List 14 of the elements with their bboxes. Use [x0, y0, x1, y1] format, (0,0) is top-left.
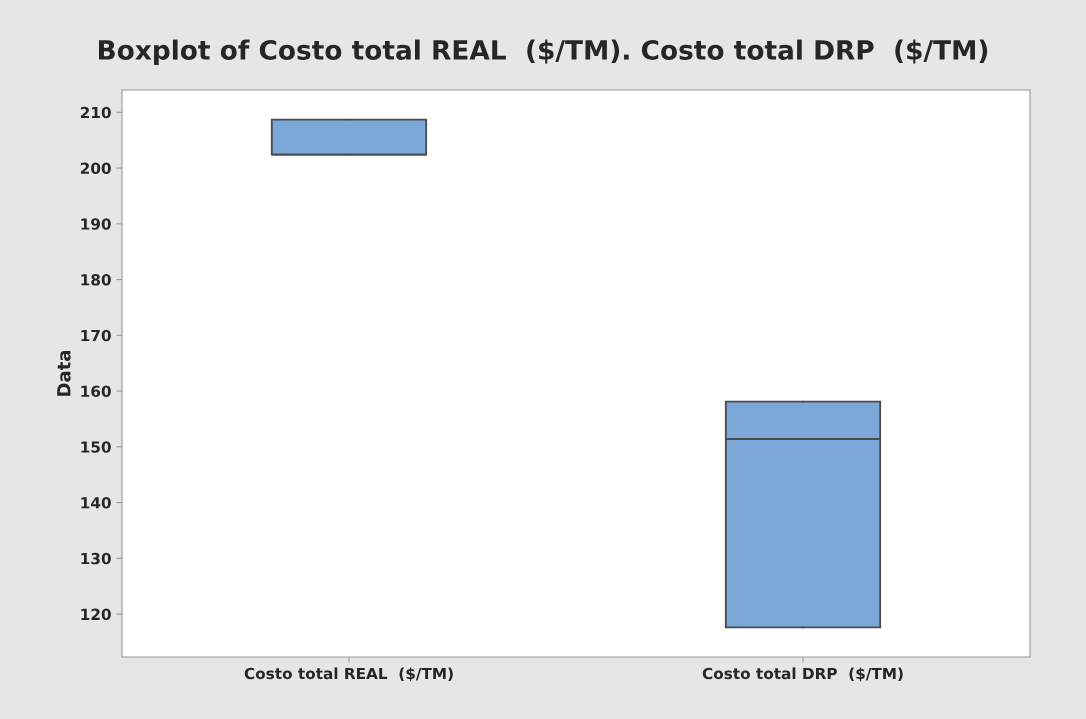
y-tick-label: 200 [80, 162, 111, 175]
y-tick-label: 130 [81, 552, 111, 565]
chart-title: Boxplot of Costo total REAL ($/TM). Costo total DRP ($/TM) [98, 39, 988, 66]
x-tick-label: Costo total DRP ($/TM) [702, 667, 903, 682]
y-tick-label: 120 [81, 608, 111, 621]
y-tick-label: 140 [81, 497, 111, 509]
y-tick-label: 150 [81, 441, 111, 453]
y-tick-label: 180 [81, 274, 111, 286]
y-tick-label: 160 [81, 385, 111, 398]
y-tick-label: 170 [81, 329, 111, 342]
x-tick-label: Costo total REAL ($/TM) [244, 667, 453, 682]
y-tick-label: 210 [80, 106, 111, 119]
y-axis-title: Data [57, 350, 71, 396]
y-tick-label: 190 [81, 218, 111, 230]
